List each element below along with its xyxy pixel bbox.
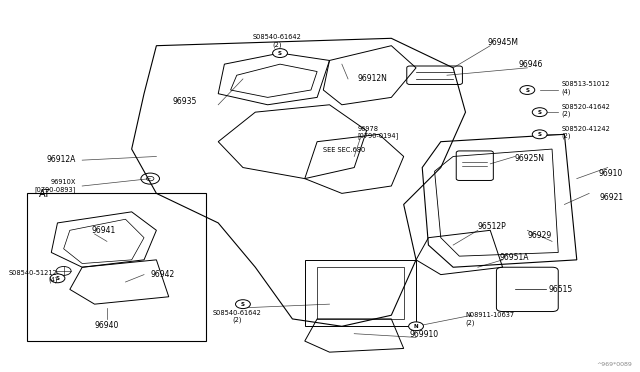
Bar	[27, 193, 206, 341]
Text: 96940: 96940	[95, 321, 119, 330]
Text: 96910: 96910	[599, 169, 623, 177]
Text: 96912A: 96912A	[47, 155, 76, 164]
Text: N08911-10637
(2): N08911-10637 (2)	[465, 312, 515, 326]
Text: 96925N: 96925N	[515, 154, 545, 163]
Circle shape	[532, 108, 547, 116]
Text: S08520-41642
(2): S08520-41642 (2)	[561, 103, 610, 117]
Text: S08513-51012
(4): S08513-51012 (4)	[561, 81, 610, 95]
Text: 96921: 96921	[599, 193, 623, 202]
Circle shape	[532, 130, 547, 139]
Text: S: S	[538, 132, 541, 137]
Text: 96941: 96941	[92, 226, 116, 235]
Text: 96951A: 96951A	[499, 253, 529, 263]
Circle shape	[236, 300, 250, 309]
Circle shape	[50, 274, 65, 283]
Text: 96912N: 96912N	[357, 74, 387, 83]
Text: S: S	[525, 87, 529, 93]
Text: 969910: 969910	[410, 330, 439, 339]
Text: 96515: 96515	[549, 285, 573, 294]
Text: S: S	[278, 51, 282, 55]
Text: S08520-41242
(2): S08520-41242 (2)	[561, 126, 610, 139]
Text: S08540-61642
(2): S08540-61642 (2)	[253, 34, 301, 48]
Circle shape	[408, 322, 424, 331]
Text: 96512P: 96512P	[478, 222, 507, 231]
Text: 96978
[0790-0194]: 96978 [0790-0194]	[357, 126, 399, 140]
Text: ^969*0089: ^969*0089	[596, 362, 632, 367]
Text: 96945M: 96945M	[487, 38, 518, 46]
Text: S08540-61642
(2): S08540-61642 (2)	[212, 310, 261, 323]
Text: 96942: 96942	[150, 270, 175, 279]
Text: 96910X
[0790-0893]: 96910X [0790-0893]	[35, 179, 76, 193]
Text: S: S	[241, 302, 245, 307]
Text: N: N	[413, 324, 419, 329]
Text: SEE SEC.680: SEE SEC.680	[323, 147, 365, 153]
Text: 96946: 96946	[518, 60, 543, 70]
Text: 96929: 96929	[527, 231, 552, 240]
Text: AT: AT	[39, 189, 51, 199]
Text: 96935: 96935	[172, 97, 196, 106]
Text: S08540-51212
(4): S08540-51212 (4)	[9, 270, 58, 283]
Circle shape	[520, 86, 535, 94]
Text: S: S	[538, 110, 541, 115]
Text: S: S	[56, 276, 60, 281]
Circle shape	[273, 49, 287, 58]
